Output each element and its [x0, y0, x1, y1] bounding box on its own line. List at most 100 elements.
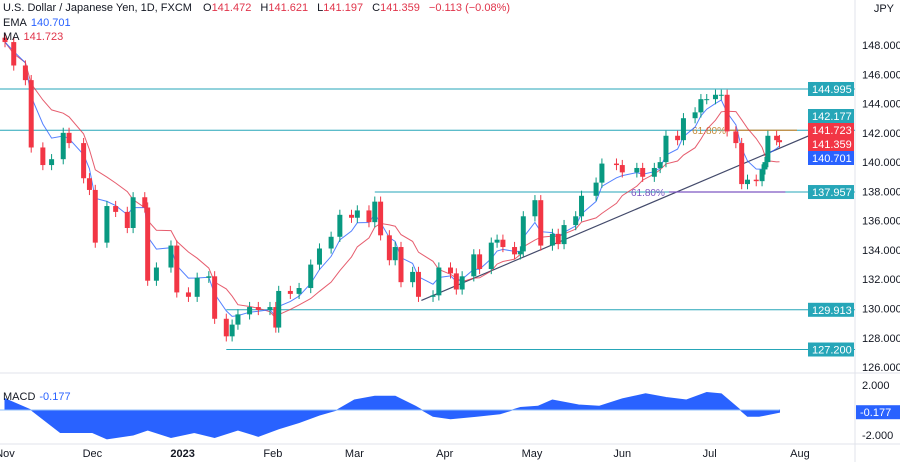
candle [392, 247, 398, 261]
price-tag-bg [808, 137, 854, 151]
candle [651, 167, 657, 177]
candle [777, 140, 783, 143]
candle [194, 277, 200, 297]
candle [724, 94, 730, 132]
level-price-tag: 127.200 [812, 345, 852, 357]
time-tick-label: Nov [0, 448, 15, 460]
price-tick-label: 130.000 [862, 304, 900, 316]
ema-value: 140.701 [30, 17, 71, 29]
candle [512, 247, 518, 255]
ema-line [4, 41, 780, 318]
open-value: 141.472 [211, 2, 252, 14]
candle [86, 178, 92, 190]
price-tick-label: 128.000 [862, 333, 900, 345]
candle [739, 143, 745, 185]
candle [471, 254, 477, 277]
candle [142, 197, 148, 208]
candle [276, 290, 282, 328]
low-label: L [317, 2, 324, 14]
candle [92, 189, 98, 243]
candle [494, 239, 500, 243]
candle [349, 214, 354, 218]
candle [453, 273, 459, 290]
time-tick-label: Feb [263, 448, 282, 460]
candle [619, 165, 625, 173]
candle [223, 318, 229, 337]
candle [328, 236, 334, 249]
candle [40, 147, 46, 166]
candle [66, 132, 72, 144]
open-label: O [203, 2, 212, 14]
candle [124, 211, 130, 228]
macd-legend[interactable]: MACD -0.177 [3, 391, 71, 404]
price-tick-label: 136.000 [862, 216, 900, 228]
macd-tick-label: -2.000 [862, 430, 893, 442]
symbol-legend: U.S. Dollar / Japanese Yen, 1D, FXCM O14… [3, 2, 510, 15]
level-price-tag: 142.177 [812, 111, 852, 123]
price-tick-label: 148.000 [862, 40, 900, 52]
ma-line [4, 41, 780, 319]
candle [759, 169, 765, 182]
time-tick-label: Mar [345, 448, 364, 460]
candle [398, 247, 404, 283]
candle [613, 163, 619, 166]
candle [774, 135, 780, 141]
candle [130, 197, 136, 228]
candle [698, 99, 704, 113]
ema-legend[interactable]: EMA 140.701 [3, 17, 71, 30]
macd-value-tag-bg [856, 405, 900, 420]
candle [459, 276, 465, 290]
candle [765, 135, 771, 163]
candle [81, 143, 87, 179]
time-tick-label: May [522, 448, 543, 460]
candle [212, 276, 218, 319]
candle [145, 207, 151, 281]
candle [477, 254, 483, 269]
level-price-tag: 137.957 [812, 187, 852, 199]
low-value: 141.197 [323, 2, 364, 14]
price-tag: 141.359 [812, 139, 852, 151]
candle [185, 292, 191, 297]
candle [753, 179, 759, 182]
price-tag-bg [808, 151, 854, 165]
ma-legend[interactable]: MA 141.723 [3, 31, 63, 44]
candle [308, 264, 314, 289]
close-value: 141.359 [380, 2, 420, 14]
candle [555, 233, 561, 245]
candle [267, 307, 273, 310]
price-tick-label: 132.000 [862, 274, 900, 286]
candle [354, 210, 360, 218]
currency-label: JPY [873, 3, 894, 15]
close-label: C [372, 2, 381, 14]
candle [712, 94, 718, 100]
trendline [421, 127, 827, 302]
candle [718, 94, 724, 96]
time-tick-label: Dec [83, 448, 103, 460]
candle [296, 288, 302, 294]
level-price-tag-bg [808, 302, 854, 317]
level-price-tag-bg [808, 81, 854, 96]
candle [168, 245, 174, 268]
candle [675, 135, 681, 141]
macd-value-tag: -0.177 [860, 407, 891, 419]
price-tag: 141.723 [812, 125, 852, 137]
price-tick-label: 142.000 [862, 128, 900, 140]
price-tag-bg [808, 123, 854, 137]
candle [229, 324, 235, 337]
fib-level-label: 61.80% [631, 188, 665, 199]
candle [448, 267, 453, 274]
level-price-tag-bg [808, 342, 854, 357]
high-label: H [260, 2, 269, 14]
price-tag: 140.701 [812, 153, 852, 165]
macd-value: -0.177 [39, 391, 71, 403]
candle [415, 271, 421, 297]
price-tick-label: 138.000 [862, 186, 900, 198]
candle [488, 242, 494, 269]
candle [657, 162, 663, 168]
ma-value: 141.723 [23, 31, 64, 43]
price-tick-label: 134.000 [862, 245, 900, 257]
time-tick-label: Jul [703, 448, 717, 460]
candle [22, 65, 28, 81]
candle [520, 216, 526, 252]
